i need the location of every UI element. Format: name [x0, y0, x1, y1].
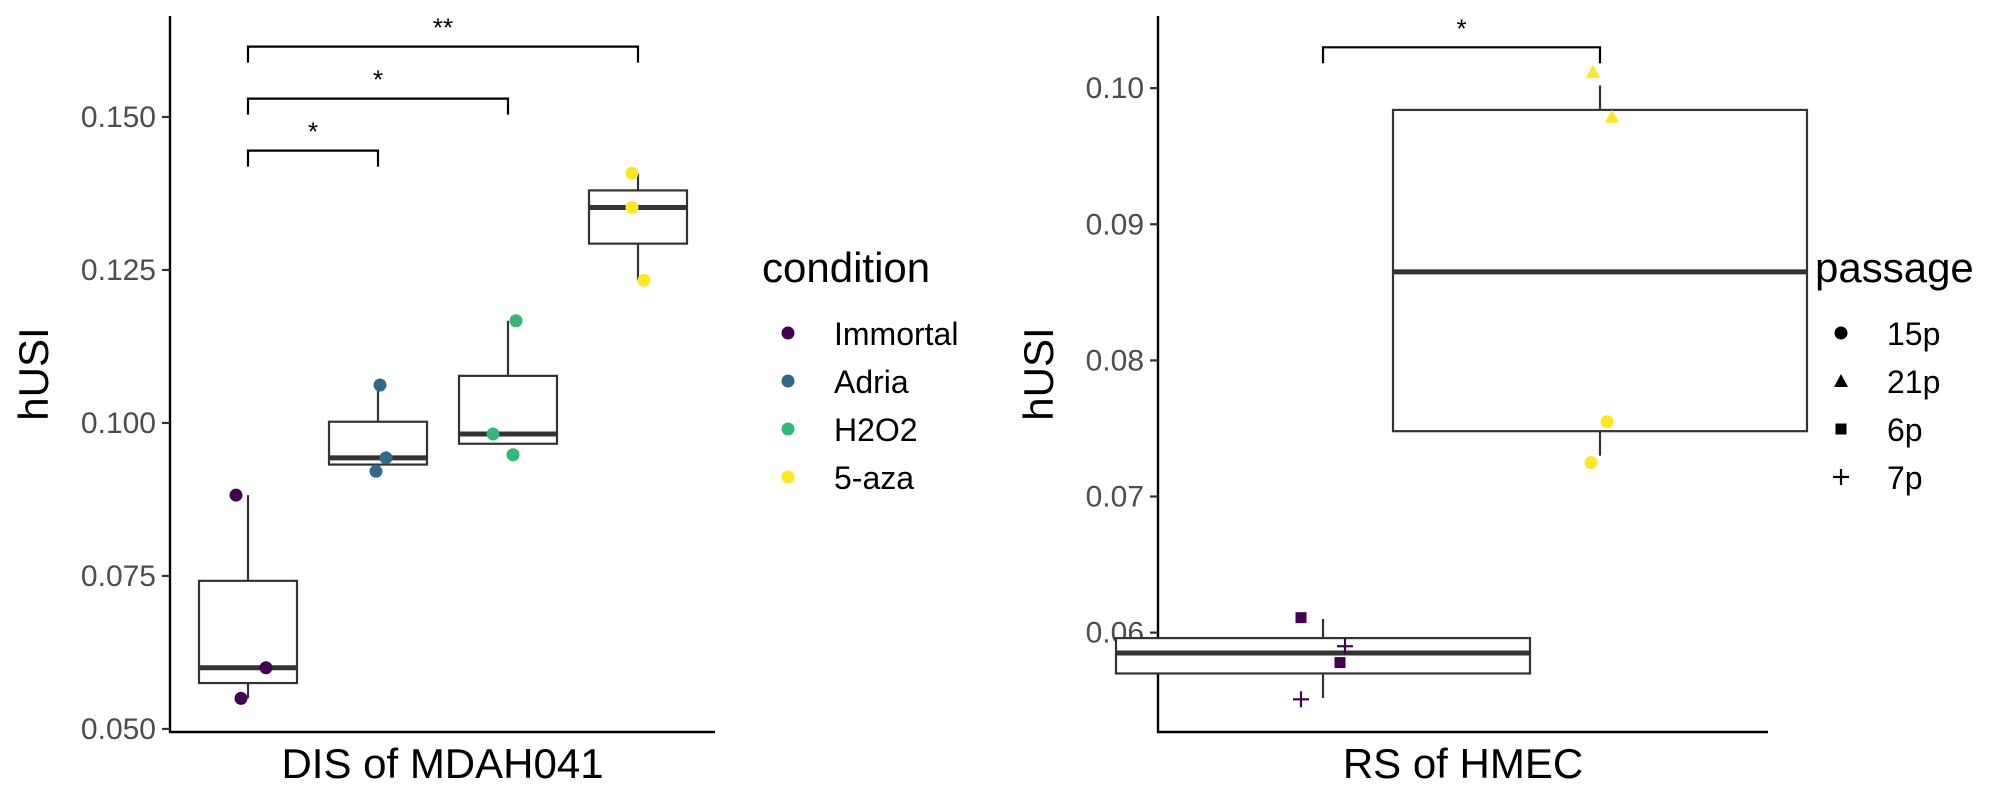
data-point: [229, 488, 243, 502]
data-point: [509, 314, 523, 328]
legend-marker: [781, 326, 795, 340]
y-tick-label: 0.050: [81, 713, 156, 746]
data-point: [1605, 109, 1619, 123]
x-axis-title: RS of HMEC: [1343, 740, 1583, 787]
box-group-h2o2: [457, 314, 559, 462]
box-group-immortal: [197, 488, 299, 705]
data-point: [379, 451, 393, 465]
data-point: [1337, 638, 1353, 655]
y-tick-label: 0.075: [81, 560, 156, 593]
significance-label: **: [433, 13, 453, 43]
significance-label: *: [308, 117, 318, 147]
significance-bracket: *: [1321, 13, 1602, 64]
significance-label: *: [373, 65, 383, 95]
x-axis-title: DIS of MDAH041: [281, 740, 603, 787]
box-iqr: [1114, 636, 1532, 675]
box-group-5-aza: [587, 166, 689, 287]
y-tick-label: 0.100: [81, 407, 156, 440]
box-group-adria: [327, 378, 429, 478]
bracket-line: [246, 97, 510, 115]
box-iqr: [587, 189, 689, 245]
legend: passage 15p 21p 6p 7p: [1815, 244, 1974, 496]
significance-bracket: **: [246, 13, 640, 63]
legend-marker: [781, 374, 795, 388]
data-point: [1600, 415, 1614, 429]
data-point: [1293, 691, 1309, 708]
data-point: [625, 166, 639, 180]
y-axis-title: hUSI: [1015, 327, 1062, 420]
legend-label: Adria: [834, 364, 909, 400]
legend-marker: [1835, 423, 1847, 435]
data-point: [637, 273, 651, 287]
significance-bracket: *: [246, 65, 510, 115]
bracket-line: [246, 45, 640, 63]
box-group-5-aza: [1391, 64, 1809, 469]
y-tick-label: 0.10: [1086, 72, 1144, 105]
data-point: [1584, 455, 1598, 469]
legend-title: condition: [762, 244, 930, 291]
data-point: [369, 464, 383, 478]
y-axis-title: hUSI: [10, 327, 57, 420]
y-tick-label: 0.08: [1086, 344, 1144, 377]
box-group-immortal: [1114, 612, 1532, 708]
legend-label: 15p: [1887, 316, 1940, 352]
legend-marker: [781, 470, 795, 484]
y-tick-label: 0.09: [1086, 208, 1144, 241]
legend-label: 5-aza: [834, 460, 914, 496]
legend-title: passage: [1815, 244, 1974, 291]
data-point: [234, 691, 248, 705]
data-point: [625, 201, 639, 215]
data-point: [486, 427, 500, 441]
panel-dis-mdah041: 0.050 0.075 0.100 0.125 0.150 DIS of MDAH041 h…: [10, 13, 958, 787]
y-tick-label: 0.150: [81, 101, 156, 134]
significance-bracket: *: [246, 117, 380, 167]
legend-marker: [1833, 469, 1849, 485]
legend-label: Immortal: [834, 316, 958, 352]
data-point: [506, 448, 520, 462]
legend-marker: [781, 422, 795, 436]
significance-label: *: [1456, 13, 1466, 43]
legend-label: 6p: [1887, 412, 1923, 448]
legend-label: 7p: [1887, 460, 1923, 496]
data-point: [259, 661, 273, 675]
data-point: [1334, 657, 1346, 669]
legend-marker: [1834, 374, 1848, 387]
y-tick-label: 0.07: [1086, 481, 1144, 514]
data-point: [373, 378, 387, 392]
legend: condition Immortal Adria H2O2 5-aza: [762, 244, 958, 496]
bracket-line: [246, 149, 380, 167]
y-tick-label: 0.125: [81, 254, 156, 287]
legend-marker: [1834, 326, 1848, 340]
legend-label: H2O2: [834, 412, 918, 448]
bracket-line: [1321, 46, 1602, 64]
data-point: [1295, 612, 1307, 624]
data-point: [1586, 64, 1600, 78]
legend-label: 21p: [1887, 364, 1940, 400]
